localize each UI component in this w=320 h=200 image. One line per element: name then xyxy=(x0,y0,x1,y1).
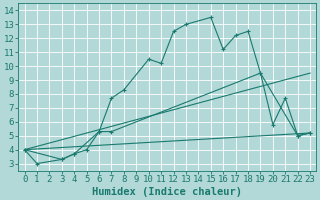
X-axis label: Humidex (Indice chaleur): Humidex (Indice chaleur) xyxy=(92,186,242,197)
